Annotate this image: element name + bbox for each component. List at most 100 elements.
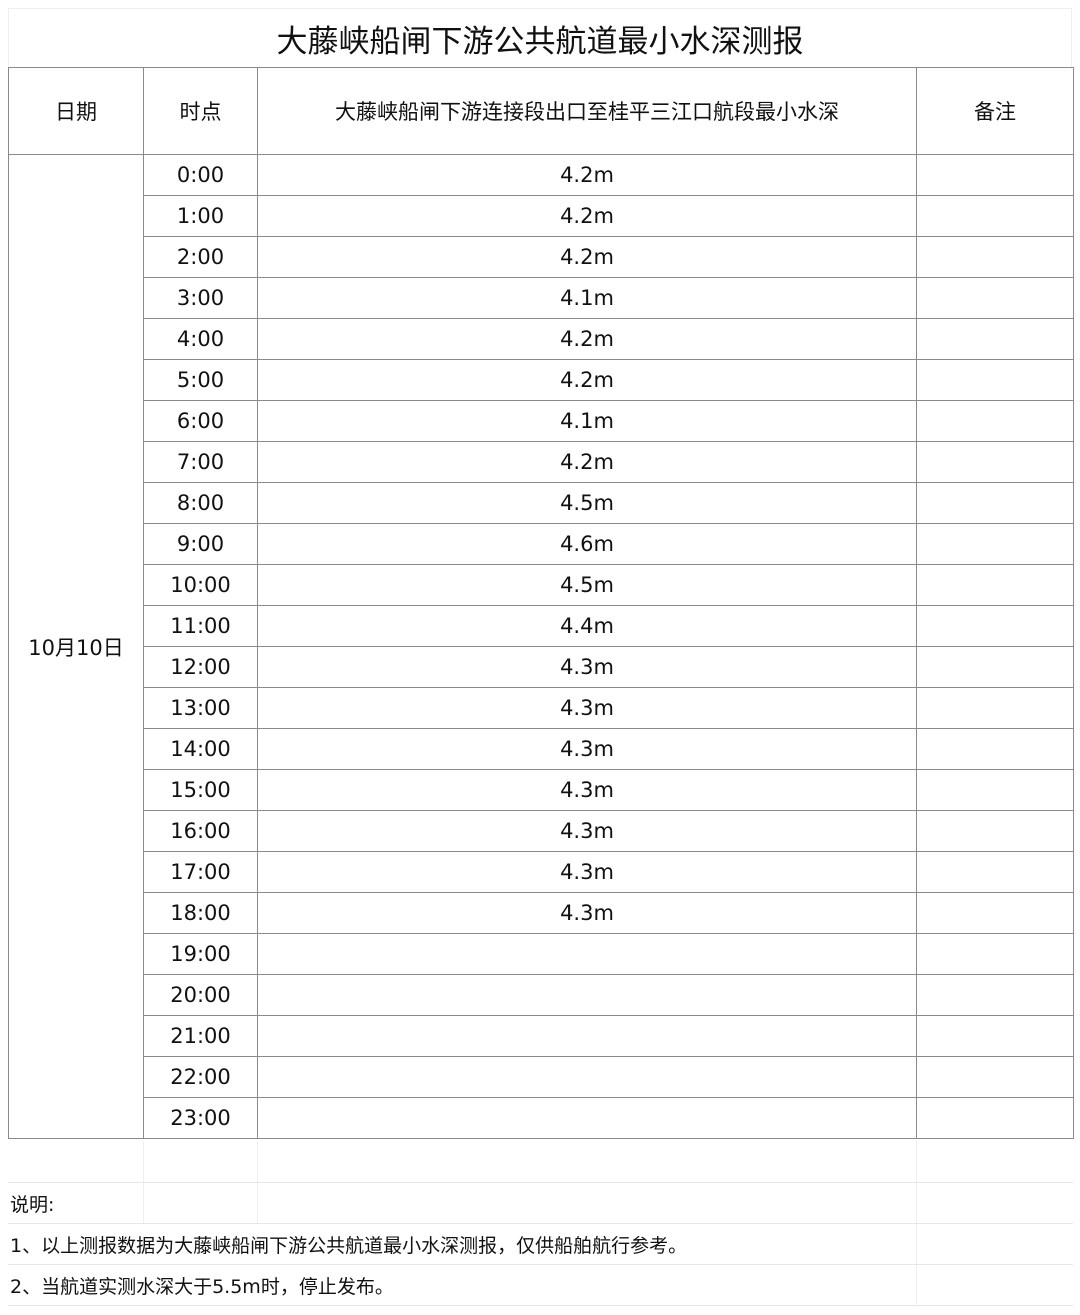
depth-cell: 4.2m [257, 154, 917, 196]
depth-cell: 4.2m [257, 359, 917, 401]
remarks-cell [916, 810, 1074, 852]
depth-cell: 4.2m [257, 441, 917, 483]
time-cell: 11:00 [143, 605, 258, 647]
remarks-cell [916, 687, 1074, 729]
table-row: 11:00 4.4m [9, 605, 1074, 647]
table-row: 10:00 4.5m [9, 564, 1074, 606]
depth-cell: 4.2m [257, 195, 917, 237]
time-cell: 20:00 [143, 974, 258, 1016]
depth-cell: 4.3m [257, 728, 917, 770]
table-row: 5:00 4.2m [9, 359, 1074, 401]
depth-cell: 4.3m [257, 851, 917, 893]
depth-table: 日期 时点 大藤峡船闸下游连接段出口至桂平三江口航段最小水深 备注 10月10日… [8, 67, 1074, 1139]
table-row: 16:00 4.3m [9, 810, 1074, 852]
remarks-cell [916, 892, 1074, 934]
table-row: 6:00 4.1m [9, 400, 1074, 442]
table-row: 10月10日 0:00 4.2m [8, 154, 1074, 1139]
notes-section: 说明: 1、以上测报数据为大藤峡船闸下游公共航道最小水深测报，仅供船舶航行参考。… [8, 1142, 1073, 1306]
table-row: 7:00 4.2m [9, 441, 1074, 483]
note-1: 1、以上测报数据为大藤峡船闸下游公共航道最小水深测报，仅供船舶航行参考。 [8, 1230, 688, 1258]
time-cell: 15:00 [143, 769, 258, 811]
time-cell: 5:00 [143, 359, 258, 401]
depth-cell: 4.2m [257, 318, 917, 360]
remarks-cell [916, 769, 1074, 811]
table-row: 17:00 4.3m [9, 851, 1074, 893]
remarks-cell [916, 564, 1074, 606]
depth-cell [257, 1056, 917, 1098]
remarks-cell [916, 1015, 1074, 1057]
table-row: 14:00 4.3m [9, 728, 1074, 770]
table-row: 15:00 4.3m [9, 769, 1074, 811]
header-depth: 大藤峡船闸下游连接段出口至桂平三江口航段最小水深 [257, 67, 917, 155]
table-row: 22:00 [9, 1056, 1074, 1098]
table-row: 23:00 [9, 1097, 1074, 1139]
table-row: 19:00 [9, 933, 1074, 975]
remarks-cell [916, 441, 1074, 483]
time-cell: 10:00 [143, 564, 258, 606]
remarks-cell [916, 523, 1074, 565]
depth-cell: 4.1m [257, 277, 917, 319]
time-cell: 19:00 [143, 933, 258, 975]
remarks-cell [916, 277, 1074, 319]
time-cell: 13:00 [143, 687, 258, 729]
depth-cell: 4.5m [257, 564, 917, 606]
depth-cell [257, 933, 917, 975]
remarks-cell [916, 482, 1074, 524]
remarks-cell [916, 195, 1074, 237]
table-row: 21:00 [9, 1015, 1074, 1057]
time-cell: 21:00 [143, 1015, 258, 1057]
time-cell: 6:00 [143, 400, 258, 442]
header-time: 时点 [143, 67, 258, 155]
time-cell: 22:00 [143, 1056, 258, 1098]
time-cell: 1:00 [143, 195, 258, 237]
time-cell: 9:00 [143, 523, 258, 565]
depth-cell: 4.2m [257, 236, 917, 278]
time-cell: 3:00 [143, 277, 258, 319]
remarks-cell [916, 728, 1074, 770]
table-row: 12:00 4.3m [9, 646, 1074, 688]
depth-cell [257, 1015, 917, 1057]
table-row: 13:00 4.3m [9, 687, 1074, 729]
remarks-cell [916, 974, 1074, 1016]
depth-cell: 4.3m [257, 769, 917, 811]
time-cell: 16:00 [143, 810, 258, 852]
depth-cell [257, 974, 917, 1016]
table-row: 2:00 4.2m [9, 236, 1074, 278]
table-row: 18:00 4.3m [9, 892, 1074, 934]
time-cell: 23:00 [143, 1097, 258, 1139]
table-row: 8:00 4.5m [9, 482, 1074, 524]
header-row: 日期 时点 大藤峡船闸下游连接段出口至桂平三江口航段最小水深 备注 [8, 67, 1074, 155]
remarks-cell [916, 359, 1074, 401]
remarks-cell [916, 1056, 1074, 1098]
time-cell: 2:00 [143, 236, 258, 278]
table-row: 1:00 4.2m [9, 195, 1074, 237]
remarks-cell [916, 1097, 1074, 1139]
note-row: 1、以上测报数据为大藤峡船闸下游公共航道最小水深测报，仅供船舶航行参考。 [8, 1224, 1073, 1265]
blank-row [8, 1142, 1073, 1183]
depth-cell [257, 1097, 917, 1139]
time-cell: 4:00 [143, 318, 258, 360]
header-date: 日期 [8, 67, 144, 155]
remarks-cell [916, 236, 1074, 278]
depth-cell: 4.3m [257, 892, 917, 934]
remarks-cell [916, 605, 1074, 647]
table-row: 20:00 [9, 974, 1074, 1016]
time-cell: 0:00 [143, 154, 258, 196]
date-cell: 10月10日 [8, 154, 144, 1139]
depth-cell: 4.3m [257, 687, 917, 729]
time-cell: 14:00 [143, 728, 258, 770]
time-cell: 17:00 [143, 851, 258, 893]
depth-cell: 4.5m [257, 482, 917, 524]
time-cell: 7:00 [143, 441, 258, 483]
notes-heading-row: 说明: [8, 1183, 1073, 1224]
depth-cell: 4.1m [257, 400, 917, 442]
table-row: 9:00 4.6m [9, 523, 1074, 565]
time-cell: 8:00 [143, 482, 258, 524]
remarks-cell [916, 154, 1074, 196]
remarks-cell [916, 318, 1074, 360]
header-remarks: 备注 [916, 67, 1074, 155]
time-cell: 12:00 [143, 646, 258, 688]
table-row: 4:00 4.2m [9, 318, 1074, 360]
remarks-cell [916, 400, 1074, 442]
time-cell: 18:00 [143, 892, 258, 934]
